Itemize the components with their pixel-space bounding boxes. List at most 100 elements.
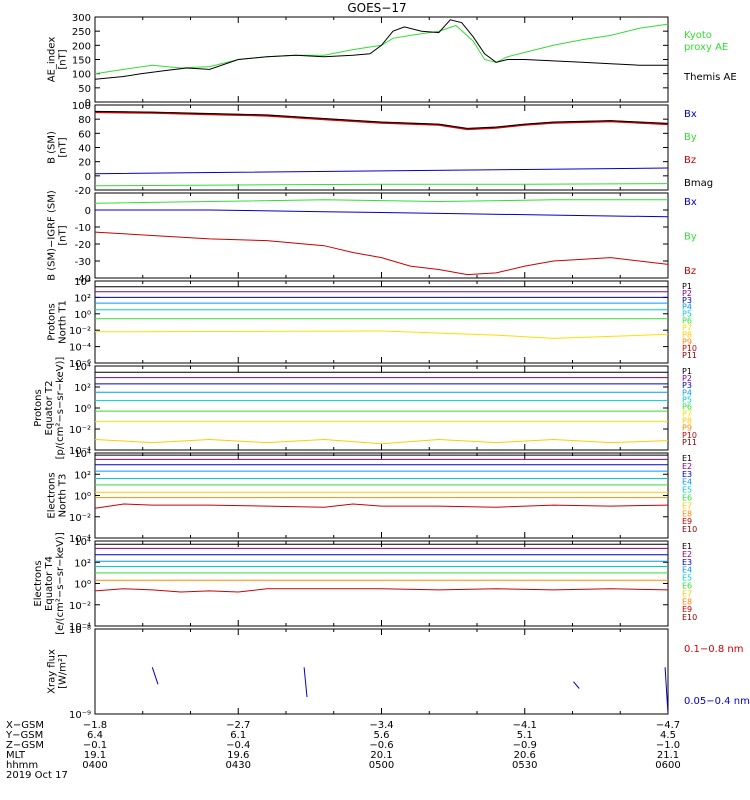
panel2-ytick-label: 0: [85, 172, 91, 183]
panel2-legend-bmag: Bmag: [684, 178, 713, 189]
panel6-series-e9: [94, 503, 669, 509]
panel5-legend-p11: P11: [682, 438, 697, 447]
panel7-legend-e6: E6: [682, 582, 692, 591]
panel1-ytick-label: 0: [85, 98, 91, 109]
ephemeris-row-label: X−GSM: [6, 720, 44, 731]
panel7-legend-e1: E1: [682, 542, 692, 551]
panel7-ytick-label: 10⁴: [74, 537, 91, 548]
panel8-frame: [94, 628, 669, 715]
panel6-legend-e8: E8: [682, 509, 692, 518]
panel6-legend-e5: E5: [682, 486, 692, 495]
panel3-series-bx: [95, 209, 669, 218]
ephemeris-value: 19.6: [227, 750, 249, 761]
panel4-legend-p11: P11: [682, 351, 697, 360]
figure-title: GOES−17: [347, 1, 406, 15]
panel4-ytick-label: 10⁴: [74, 277, 91, 288]
panel8-ylabel: [W/m²]: [58, 654, 69, 689]
panel1-ylabel: [nT]: [58, 49, 69, 69]
panel6-ylabel: Electrons: [47, 472, 58, 518]
panel8-series-00504nm: [664, 667, 669, 715]
panel7-legend-e7: E7: [682, 589, 692, 598]
ephemeris-value: −1.0: [656, 740, 680, 751]
panel7-ylabel: Equator T4: [44, 556, 55, 611]
ephemeris-row-label: MLT: [6, 750, 26, 761]
panel2-ylabel: B (SM): [47, 131, 58, 164]
ephemeris-row-label: Z−GSM: [6, 740, 44, 751]
panel3-legend-bx: Bx: [684, 197, 697, 208]
panel4-legend-p3: P3: [682, 296, 692, 305]
panel1-ytick-label: 250: [72, 27, 91, 38]
ephemeris-value: −3.4: [369, 720, 393, 731]
panel4-ytick-label: 10⁻²: [69, 326, 91, 337]
panel7-legend-e10: E10: [682, 613, 697, 622]
panel6-ytick-label: 10⁻²: [69, 513, 91, 524]
panel5-ytick-label: 10⁻⁴: [69, 446, 91, 457]
panel6-legend-e10: E10: [682, 525, 697, 534]
panel4-legend-p5: P5: [682, 310, 692, 319]
panel6-legend-e1: E1: [682, 454, 692, 463]
panel5-ytick-label: 10⁻²: [69, 425, 91, 436]
panel6-ytick-label: 10⁻⁴: [69, 534, 91, 545]
panel1-frame: [94, 16, 669, 103]
panel3-ytick-label: -30: [75, 257, 91, 268]
panel5-legend-p1: P1: [682, 367, 692, 376]
panel6-ytick-label: 10²: [74, 470, 91, 481]
panel2-ylabel: [nT]: [58, 137, 69, 157]
ephemeris-value: −0.9: [513, 740, 537, 751]
panel5-legend-p8: P8: [682, 417, 692, 426]
panel1-series-kyoto: [94, 23, 669, 75]
panel8-ylabel: Xray flux: [47, 649, 58, 694]
ephemeris-value: 6.1: [230, 730, 246, 741]
panel5-ylabel: [p/(cm²−s−sr−keV)]: [55, 357, 66, 460]
panel5-frame: [94, 365, 669, 451]
panel8-series-00504nm: [573, 681, 580, 689]
panel5-ylabel: Equator T2: [44, 381, 55, 436]
panel3-ytick-label: -20: [75, 240, 91, 251]
panel3-series-by: [94, 199, 668, 204]
panel4-ytick-label: 10⁻⁶: [69, 359, 91, 370]
panel1-ytick-label: 100: [72, 70, 91, 81]
panel8-ytick-label: 10⁻⁹: [69, 710, 91, 721]
panel3-legend-by: By: [684, 232, 697, 243]
panel1-ytick-label: 150: [72, 56, 91, 67]
ephemeris-value: 0400: [82, 760, 107, 771]
panel7-legend-e4: E4: [682, 566, 692, 575]
panel2-legend-bz: Bz: [684, 155, 696, 166]
ephemeris-value: −1.8: [83, 720, 107, 731]
panel1-legend-proxyae: proxy AE: [684, 42, 728, 53]
panel1-ylabel: AE_index: [47, 37, 58, 83]
panel4-legend-p1: P1: [682, 282, 692, 291]
panel4-legend-p2: P2: [682, 289, 692, 298]
panel2-ytick-label: 100: [72, 101, 91, 112]
ephemeris-value: 0430: [226, 760, 251, 771]
panel7-ytick-label: 10⁻⁴: [69, 622, 91, 633]
panel6-legend-e3: E3: [682, 470, 692, 479]
ephemeris-value: −0.1: [83, 740, 107, 751]
panel4-ytick-label: 10⁰: [74, 310, 91, 321]
ephemeris-value: −4.1: [513, 720, 537, 731]
panel3-ytick-label: -40: [75, 274, 91, 285]
panel5-ytick-label: 10⁰: [74, 404, 91, 415]
panel2-ytick-label: 40: [78, 144, 91, 155]
ephemeris-value: 20.6: [514, 750, 536, 761]
panel2-legend-by: By: [684, 132, 697, 143]
panel5-legend-p4: P4: [682, 388, 692, 397]
panel1-ytick-label: 200: [72, 41, 91, 52]
panel4-legend-p6: P6: [682, 317, 692, 326]
ephemeris-value: −0.4: [226, 740, 250, 751]
panel2-series-bz: [94, 111, 669, 131]
panel7-ylabel: Electrons: [33, 560, 44, 606]
panel8-series-00504nm: [151, 667, 159, 685]
panel2-series-bmag: [94, 110, 669, 129]
panel1-legend-kyoto: Kyoto: [684, 30, 712, 41]
panel4-legend-p10: P10: [682, 344, 697, 353]
panel6-legend-e6: E6: [682, 494, 692, 503]
ephemeris-value: 5.1: [517, 730, 533, 741]
panel5-ylabel: Protons: [33, 389, 44, 426]
panel2-series-by: [94, 183, 669, 187]
panel8-legend-00504nm: 0.05−0.4 nm: [684, 696, 750, 707]
ephemeris-value: 19.1: [84, 750, 106, 761]
panel5-legend-p5: P5: [682, 395, 692, 404]
panel5-legend-p7: P7: [682, 410, 692, 419]
